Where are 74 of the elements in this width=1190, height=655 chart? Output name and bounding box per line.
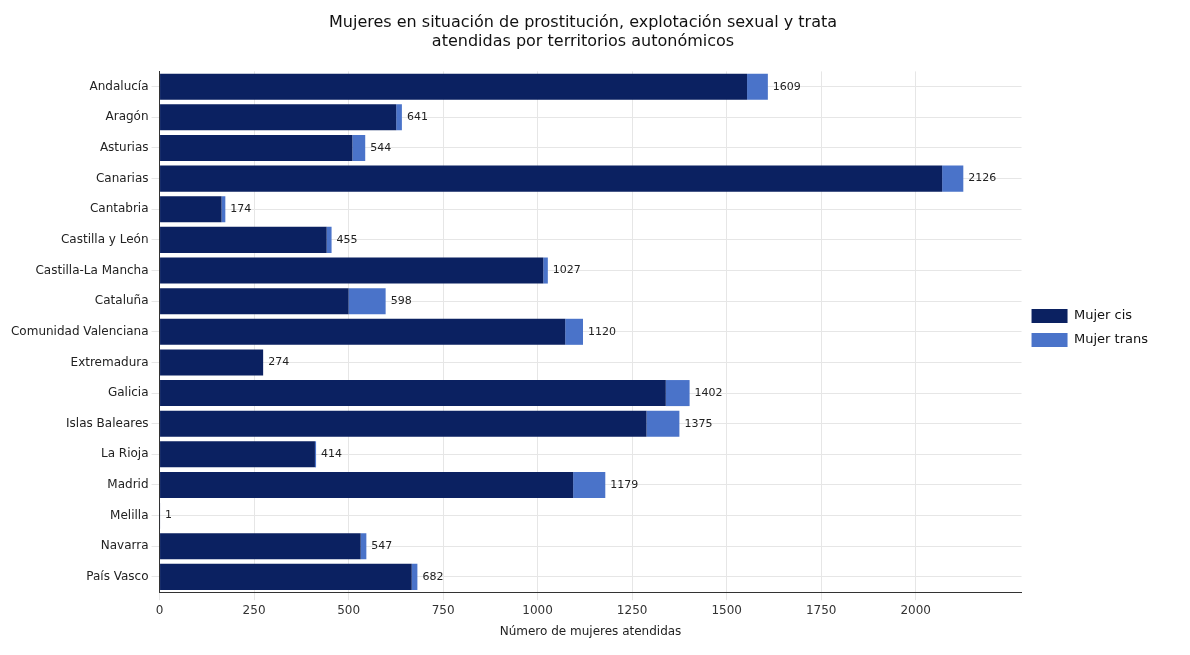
total-label: 682 bbox=[422, 569, 444, 583]
total-label: 1179 bbox=[610, 477, 639, 491]
total-label: 1375 bbox=[684, 416, 713, 430]
bar bbox=[543, 257, 548, 284]
bar bbox=[160, 410, 647, 437]
bar bbox=[160, 288, 349, 315]
bar bbox=[160, 196, 222, 223]
x-tick-label: 1250 bbox=[616, 602, 648, 617]
legend-label: Mujer cis bbox=[1074, 307, 1133, 323]
y-tick-label: Cataluña bbox=[94, 293, 149, 308]
bar bbox=[160, 226, 327, 253]
y-tick-label: Navarra bbox=[100, 538, 149, 553]
x-tick-label: 1500 bbox=[711, 602, 742, 617]
bar bbox=[942, 165, 964, 192]
bar bbox=[348, 288, 386, 315]
bar bbox=[646, 410, 680, 437]
y-tick-label: La Rioja bbox=[100, 446, 149, 461]
total-label: 455 bbox=[336, 232, 358, 246]
bar bbox=[160, 471, 574, 498]
total-label: 274 bbox=[268, 355, 290, 369]
total-label: 174 bbox=[230, 202, 252, 216]
bar bbox=[160, 349, 264, 376]
y-tick-label: Galicia bbox=[107, 385, 149, 400]
y-tick-label: Castilla y León bbox=[60, 232, 149, 247]
total-label: 544 bbox=[370, 140, 392, 154]
total-label: 598 bbox=[390, 294, 412, 308]
bar bbox=[160, 441, 315, 468]
y-tick-label: Islas Baleares bbox=[66, 415, 149, 430]
legend-label: Mujer trans bbox=[1074, 331, 1149, 347]
x-tick-label: 0 bbox=[155, 602, 164, 617]
bar bbox=[747, 73, 768, 100]
total-label: 1027 bbox=[552, 263, 581, 277]
x-tick-label: 1000 bbox=[522, 602, 553, 617]
y-tick-label: Castilla-La Mancha bbox=[35, 262, 149, 277]
bar bbox=[396, 104, 402, 131]
total-label: 2126 bbox=[968, 171, 997, 185]
y-tick-label: Melilla bbox=[110, 507, 149, 522]
total-label: 1 bbox=[164, 508, 172, 522]
bar bbox=[160, 318, 566, 345]
y-tick-label: Asturias bbox=[99, 140, 149, 155]
chart-title: Mujeres en situación de prostitución, explotación sexual y trata atendidas por territorios autonómicos bbox=[328, 11, 838, 50]
x-tick-label: 1750 bbox=[805, 602, 837, 617]
x-tick-label: 750 bbox=[431, 602, 455, 617]
total-label: 1609 bbox=[772, 79, 801, 93]
y-tick-label: Comunidad Valenciana bbox=[10, 323, 149, 338]
bar bbox=[665, 380, 690, 407]
y-tick-label: Extremadura bbox=[70, 354, 149, 369]
total-label: 1120 bbox=[587, 324, 616, 338]
y-tick-label: Aragón bbox=[105, 109, 149, 124]
bar bbox=[160, 165, 943, 192]
x-tick-label: 250 bbox=[242, 602, 266, 617]
bar bbox=[160, 563, 412, 590]
total-label: 1402 bbox=[694, 385, 723, 399]
x-tick-label: 500 bbox=[337, 602, 361, 617]
x-tick-label: 2000 bbox=[900, 602, 931, 617]
y-tick-label: Canarias bbox=[95, 170, 149, 185]
bar bbox=[326, 226, 332, 253]
bar bbox=[160, 134, 353, 162]
y-tick-label: Cantabria bbox=[89, 201, 149, 216]
y-tick-label: País Vasco bbox=[86, 569, 149, 584]
bar bbox=[565, 318, 583, 345]
bar bbox=[160, 104, 397, 131]
total-label: 641 bbox=[406, 110, 428, 124]
bar bbox=[352, 134, 366, 162]
x-axis-title: Número de mujeres atendidas bbox=[499, 623, 682, 638]
bar bbox=[160, 73, 748, 100]
bar bbox=[160, 257, 544, 284]
bar bbox=[573, 471, 606, 498]
y-tick-label: Andalucía bbox=[89, 78, 149, 93]
total-label: 547 bbox=[371, 539, 393, 553]
bar bbox=[160, 380, 666, 407]
total-label: 414 bbox=[321, 447, 343, 461]
bar bbox=[160, 533, 361, 560]
y-tick-label: Madrid bbox=[107, 477, 149, 492]
